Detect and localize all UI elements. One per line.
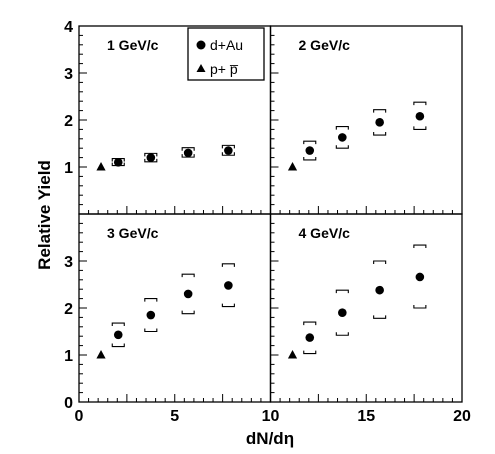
legend: d+Au p+ p̅: [187, 27, 265, 81]
panel-label: 4 GeV/c: [299, 225, 351, 241]
dau-point: [183, 148, 193, 158]
dau-point: [415, 111, 425, 121]
dau-sys-bracket: [303, 321, 317, 326]
pp-point: [287, 162, 298, 171]
dau-sys-bracket: [303, 350, 317, 355]
legend-entry-pp: p+ p̅: [210, 61, 239, 77]
dau-sys-bracket: [221, 144, 235, 149]
dau-sys-bracket: [111, 322, 125, 327]
dau-sys-bracket: [303, 156, 317, 161]
dau-point: [146, 153, 156, 162]
panel-frame: [78, 213, 272, 403]
dau-sys-bracket: [111, 343, 125, 348]
dau-sys-bracket: [413, 101, 427, 106]
pp-point: [96, 162, 106, 171]
x-tick-label: 15: [357, 408, 375, 425]
panel-frame: [269, 213, 463, 403]
dau-sys-bracket: [144, 298, 158, 302]
pp-point: [287, 350, 298, 359]
legend-marker-circle: [196, 40, 206, 50]
x-axis-title: dN/dη: [246, 429, 294, 448]
dau-sys-bracket: [373, 132, 387, 136]
panel-frame: [269, 25, 463, 215]
dau-point: [224, 146, 233, 155]
dau-sys-bracket: [373, 109, 387, 113]
y-tick-label: 2: [64, 301, 73, 318]
data-marks: [96, 101, 427, 359]
dau-sys-bracket: [181, 273, 195, 278]
dau-point: [224, 281, 233, 290]
dau-point: [415, 272, 425, 282]
y-tick-label: 1: [64, 348, 73, 365]
dau-point: [375, 118, 384, 127]
panel-label: 2 GeV/c: [299, 37, 351, 53]
dau-sys-bracket: [335, 145, 349, 149]
y-tick-label: 3: [64, 66, 73, 83]
panel-label: 1 GeV/c: [107, 37, 159, 53]
y-tick-label: 3: [64, 254, 73, 271]
dau-sys-bracket: [413, 126, 427, 130]
dau-sys-bracket: [413, 305, 427, 309]
x-tick-label: 20: [453, 408, 471, 425]
dau-sys-bracket: [221, 263, 235, 267]
dau-point: [113, 330, 123, 340]
panel-label: 3 GeV/c: [107, 225, 159, 241]
dau-sys-bracket: [221, 303, 235, 308]
dau-sys-bracket: [335, 126, 349, 130]
dau-point: [146, 310, 156, 320]
pp-point: [96, 350, 106, 359]
y-tick-label: 4: [64, 19, 73, 36]
dau-point: [305, 333, 315, 342]
dau-sys-bracket: [335, 332, 349, 336]
text-labels: 1 GeV/c 2 GeV/c 3 GeV/c 4 GeV/c 1 2 3 4 0 1 2 3 0 5 10…: [64, 19, 471, 425]
dau-sys-bracket: [335, 289, 349, 294]
dau-sys-bracket: [181, 310, 195, 315]
dau-point: [305, 146, 315, 155]
dau-sys-bracket: [181, 147, 195, 151]
panel-frames: [78, 25, 463, 403]
dau-point: [338, 308, 347, 318]
y-axis-title: Relative Yield: [35, 160, 54, 270]
dau-sys-bracket: [373, 315, 387, 319]
legend-marker-triangle: [196, 64, 206, 72]
dau-sys-bracket: [413, 244, 427, 249]
dau-point: [338, 133, 347, 142]
x-tick-label: 10: [262, 408, 280, 425]
dau-point: [375, 285, 384, 295]
dau-point: [113, 158, 123, 167]
legend-entry-dau: d+Au: [210, 37, 243, 53]
y-tick-label: 0: [64, 395, 73, 412]
x-tick-label: 0: [75, 408, 84, 425]
y-tick-label: 1: [64, 160, 73, 177]
dau-sys-bracket: [144, 328, 158, 333]
dau-sys-bracket: [221, 152, 235, 156]
dau-sys-bracket: [303, 140, 317, 145]
dau-point: [183, 289, 193, 299]
dau-sys-bracket: [373, 260, 387, 264]
y-tick-label: 2: [64, 113, 73, 130]
x-tick-label: 5: [170, 408, 179, 425]
